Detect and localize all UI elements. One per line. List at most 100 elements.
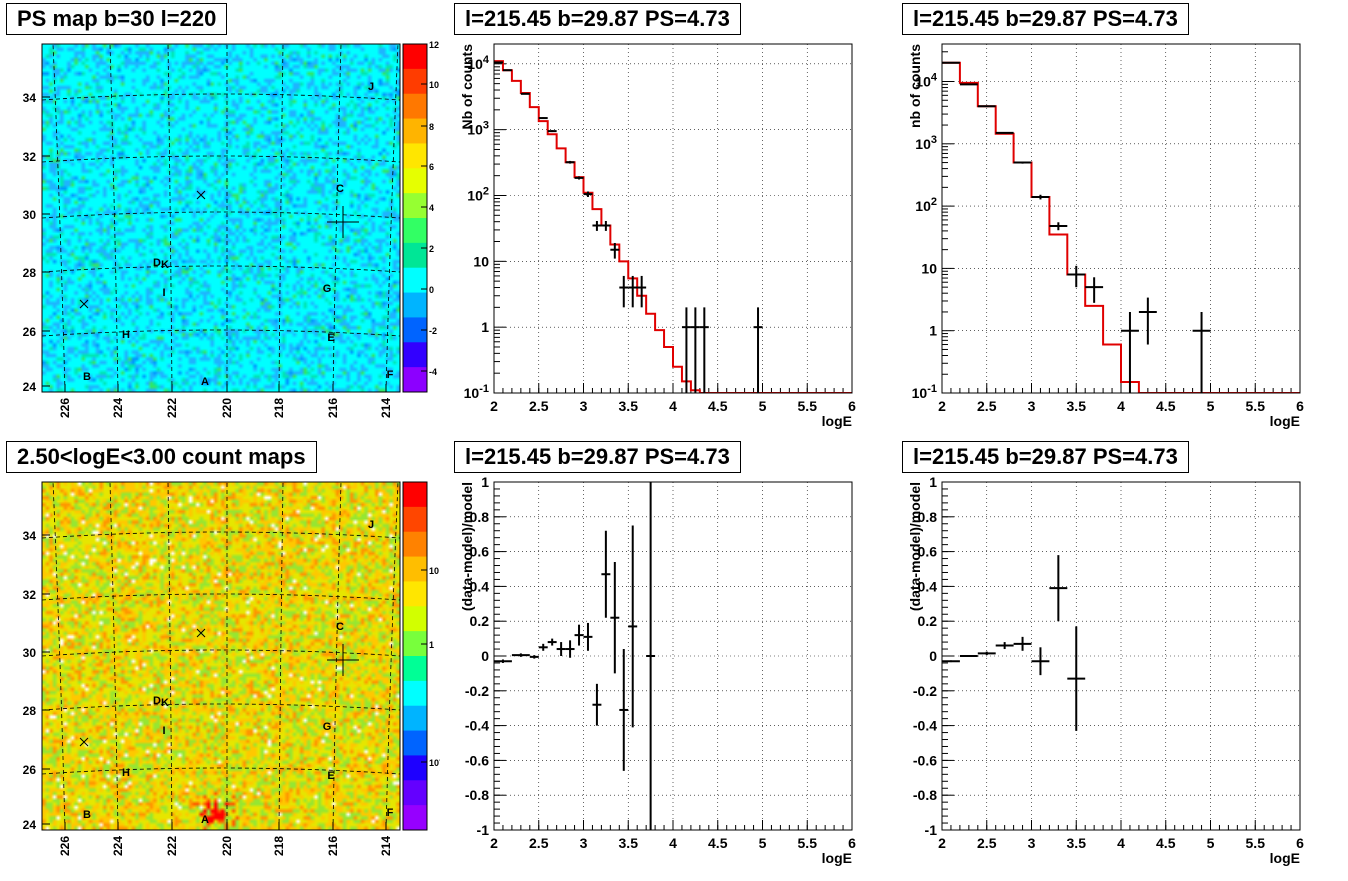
x-tick-label: 3.5 [619, 835, 639, 851]
data-point [942, 660, 960, 663]
map-x-tick-label: 222 [165, 836, 179, 856]
map-y-tick-label: 32 [23, 150, 37, 164]
colorbar-bin [403, 193, 427, 219]
map-y-tick-label: 34 [23, 91, 37, 105]
residual-pad-right: 2 2.5 3 3.5 4 4.5 5 5.5 6 -1 -0.8 -0.6 -0.4 -0.2 0 0.2 0… [894, 438, 1334, 876]
plot-frame-outline [941, 43, 1301, 394]
x-tick-label: 2.5 [977, 835, 997, 851]
model-histogram-line [942, 61, 1300, 393]
x-tick-label: 3.5 [619, 398, 639, 414]
x-tick-label: 6 [1296, 835, 1304, 851]
plot-frame [941, 43, 1301, 394]
plot-frame-outline [941, 481, 1301, 831]
x-tick-label: 4 [1117, 398, 1125, 414]
residual-title-right: l=215.45 b=29.87 PS=4.73 [902, 441, 1189, 473]
data-point [628, 275, 638, 308]
x-tick-label: 2 [938, 835, 946, 851]
x-tick-label: 4 [1117, 835, 1125, 851]
source-label: A [201, 376, 209, 388]
colorbar-bin [403, 68, 427, 95]
data-point [1031, 194, 1050, 200]
data-point [583, 191, 593, 197]
latitude-line [41, 531, 401, 539]
latitude-line [41, 649, 401, 657]
colorbar-bin [403, 93, 427, 120]
colorbar: 10 1 10-1 [402, 481, 445, 831]
source-label: E [327, 770, 334, 782]
data-point [494, 659, 512, 663]
data-point [538, 643, 548, 651]
x-tick-label: 3 [580, 398, 588, 414]
y-tick-label: 1 [481, 474, 489, 490]
source-label: F [387, 807, 394, 819]
colorbar-bin [403, 143, 427, 169]
map-y-tick-label: 34 [23, 529, 37, 543]
x-tick-label: 5 [1207, 398, 1215, 414]
plot-area [494, 482, 656, 830]
x-tick-label: 2.5 [529, 835, 549, 851]
longitude-line [332, 481, 342, 831]
data-point [619, 649, 629, 771]
map-y-tick-label: 32 [23, 588, 37, 602]
data-point [556, 642, 566, 656]
source-label: K [161, 259, 169, 271]
longitude-line [167, 43, 173, 393]
y-tick-label: -0.6 [913, 752, 937, 768]
spectrum-chart-right: 2 2.5 3 3.5 4 4.5 5 5.5 6 10-1 1 10 102 103 104 logE nb … [907, 43, 1304, 429]
y-tick-label: 1 [929, 474, 937, 490]
latitude-line [41, 265, 401, 273]
data-point [1013, 161, 1032, 164]
colorbar-tick-label: 2 [429, 244, 434, 254]
plot-frame [493, 43, 853, 394]
colorbar-tick-label: -2 [429, 326, 437, 336]
x-tick-label: 6 [848, 398, 856, 414]
x-tick-label: 3 [1028, 835, 1036, 851]
chart-body: 2 2.5 3 3.5 4 4.5 5 5.5 6 10-1 1 10 102 103 104 logE nb … [907, 43, 1304, 429]
data-point [1049, 555, 1068, 622]
x-tick-label: 3.5 [1067, 835, 1087, 851]
colorbar-tick-label: 0 [429, 285, 434, 295]
y-tick-label: 102 [915, 196, 937, 214]
x-axis-label: logE [822, 850, 852, 866]
y-tick-label: 0 [929, 648, 937, 664]
count-map: 226 224 222 220 218 216 214 24 26 28 30 32 34 J C D K G I H… [23, 481, 445, 856]
latitude-line [41, 593, 401, 601]
longitude-line [109, 43, 119, 393]
map-x-tick-label: 224 [111, 836, 125, 856]
spectrum-pad-right: 2 2.5 3 3.5 4 4.5 5 5.5 6 10-1 1 10 102 103 104 logE nb … [894, 0, 1334, 436]
colorbar-tick-label: 8 [429, 122, 434, 132]
data-point [690, 307, 700, 393]
colorbar-bin [403, 805, 427, 831]
y-tick-label: 10-1 [912, 383, 937, 401]
map-x-tick-label: 218 [272, 836, 286, 856]
map-x-tick-label: 216 [326, 836, 340, 856]
data-point [1031, 647, 1050, 676]
latitude-line [41, 329, 401, 337]
source-label: G [323, 283, 332, 295]
y-tick-label: -1 [477, 822, 490, 838]
source-label: B [83, 809, 91, 821]
data-point [592, 220, 602, 231]
plot-frame [493, 481, 853, 831]
x-tick-label: 4 [669, 835, 677, 851]
x-tick-label: 5 [1207, 835, 1215, 851]
chart-body: 2 2.5 3 3.5 4 4.5 5 5.5 6 -1 -0.8 -0.6 -0.4 -0.2 0 0.2 0… [907, 474, 1304, 866]
source-label: I [162, 287, 165, 299]
latitude-line [41, 155, 401, 163]
source-x-marker [196, 628, 206, 638]
map-x-tick-label: 220 [220, 836, 234, 856]
data-point [601, 220, 611, 231]
colorbar-bin [403, 606, 427, 632]
data-point [538, 117, 548, 120]
longitude-line [167, 481, 173, 831]
chart-body: 2 2.5 3 3.5 4 4.5 5 5.5 6 -1 -0.8 -0.6 -0.4 -0.2 0 0.2 0… [459, 474, 856, 866]
longitude-line [385, 43, 399, 393]
y-tick-label: -0.4 [913, 718, 937, 734]
source-label: K [161, 697, 169, 709]
longitude-line [278, 43, 284, 393]
colorbar-bin [403, 755, 427, 781]
y-tick-label: 0.6 [918, 544, 938, 560]
colorbar-tick-label: 10 [429, 566, 439, 576]
count-map-title: 2.50<logE<3.00 count maps [6, 441, 317, 473]
x-tick-label: 6 [1296, 398, 1304, 414]
